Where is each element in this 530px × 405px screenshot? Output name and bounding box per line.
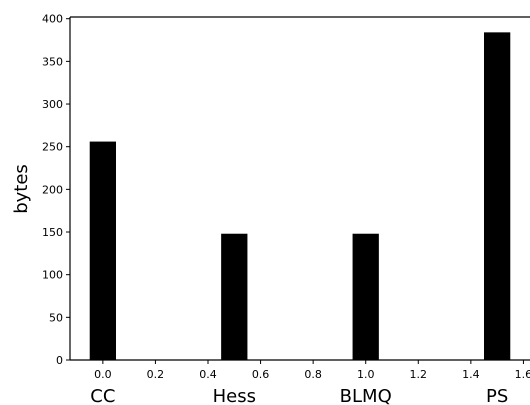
bar-cc xyxy=(89,141,116,360)
x-tick-label: 0.8 xyxy=(304,368,322,381)
y-tick-label: 50 xyxy=(49,311,63,324)
x-tick-label: 1.2 xyxy=(410,368,428,381)
category-label-cc: CC xyxy=(90,386,115,405)
x-tick-label: 0.4 xyxy=(199,368,217,381)
x-tick-label: 1.4 xyxy=(462,368,480,381)
y-tick-label: 150 xyxy=(42,226,63,239)
labels-group: 0 50 100 150 200 250 300 350 400 0.0 0.2 0.4 0.6 0.8 1… xyxy=(42,13,530,405)
bars-group xyxy=(89,32,511,360)
y-tick-label: 100 xyxy=(42,269,63,282)
bar-ps xyxy=(484,32,511,360)
y-tick-label: 250 xyxy=(42,141,63,154)
bar-blmq xyxy=(352,233,379,360)
y-axis-title: bytes xyxy=(11,164,32,214)
category-label-hess: Hess xyxy=(213,386,256,405)
x-tick-label: 0.6 xyxy=(252,368,270,381)
x-tick-label: 0.0 xyxy=(94,368,112,381)
x-tick-label: 1.0 xyxy=(357,368,375,381)
y-tick-label: 200 xyxy=(42,183,63,196)
bar-hess xyxy=(221,233,248,360)
x-tick-label: 1.6 xyxy=(515,368,530,381)
y-tick-label: 350 xyxy=(42,55,63,68)
y-tick-label: 300 xyxy=(42,98,63,111)
category-label-blmq: BLMQ xyxy=(340,386,392,405)
y-tick-label: 0 xyxy=(56,354,63,367)
category-label-ps: PS xyxy=(486,386,508,405)
x-tick-label: 0.2 xyxy=(147,368,165,381)
axes-group xyxy=(66,16,530,364)
y-tick-label: 400 xyxy=(42,13,63,26)
